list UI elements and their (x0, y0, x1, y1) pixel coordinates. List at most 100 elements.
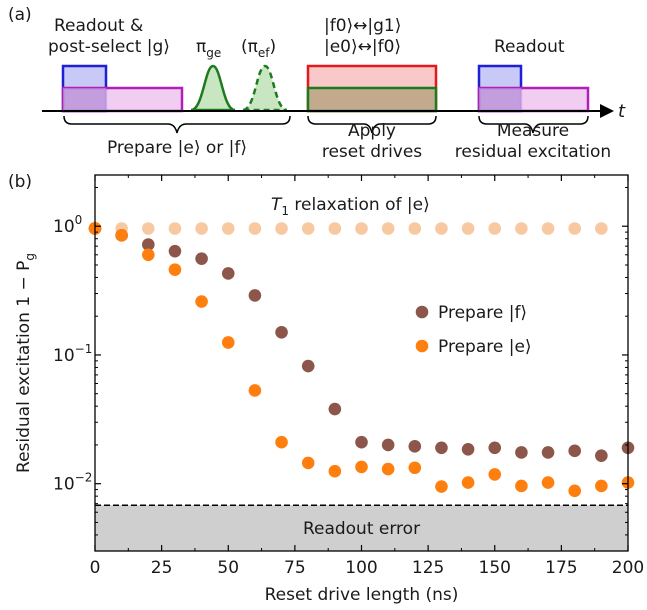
data-point (328, 402, 342, 416)
x-tick-label: 125 (412, 558, 444, 578)
t1-annotation: T1 relaxation of |e⟩ (271, 195, 430, 218)
data-point (541, 476, 555, 489)
data-point (595, 479, 608, 493)
data-point (115, 229, 128, 242)
x-tick-label: 0 (90, 558, 101, 578)
measure-label-2: residual excitation (455, 142, 611, 162)
data-point (595, 222, 608, 235)
reset-drive-ef (306, 86, 438, 113)
pi-ef-label: (πef) (241, 37, 276, 60)
data-point (301, 222, 315, 235)
overlap-region-2 (479, 88, 521, 111)
data-point (142, 238, 155, 251)
data-point (275, 325, 288, 339)
pi-ef-pulse (242, 64, 288, 112)
legend-marker (415, 305, 429, 319)
data-point (168, 222, 182, 235)
panel-a: (a) Readout & post-select |g⟩ πge (πef) … (8, 5, 626, 162)
measure-label-1: Measure (497, 121, 569, 141)
data-point (221, 336, 235, 349)
y-tick-label: 100 (53, 213, 82, 237)
pi-ge-label: πge (196, 37, 221, 60)
data-point (195, 295, 208, 308)
y-axis-label: Residual excitation 1 − Pg (14, 253, 37, 473)
drive-label-2: |e0⟩↔|f0⟩ (324, 37, 401, 57)
data-point (168, 244, 182, 258)
y-tick-label: 10−1 (53, 342, 92, 366)
prepare-label: Prepare |e⟩ or |f⟩ (107, 138, 247, 158)
data-point (195, 252, 208, 265)
x-tick-label: 100 (345, 558, 377, 578)
data-point (168, 263, 182, 276)
data-point (488, 468, 502, 481)
panel-b: (b) Readout error 0 25 50 75 100 125 150 175 200… (8, 172, 644, 605)
data-point (381, 462, 395, 476)
prepare-brace (63, 115, 291, 134)
data-point (142, 248, 155, 262)
data-point (408, 440, 422, 453)
data-point (248, 222, 262, 235)
x-tick-label: 200 (612, 558, 644, 578)
x-tick-label: 150 (479, 558, 511, 578)
data-point (381, 222, 395, 235)
data-point (488, 441, 502, 455)
time-axis-arrow (600, 104, 614, 118)
data-point (248, 384, 262, 397)
series-3 (88, 222, 635, 498)
apply-brace (307, 115, 437, 134)
pi-ge-pulse (190, 64, 236, 112)
data-point (221, 222, 235, 235)
data-point (568, 444, 581, 458)
time-axis-label: t (618, 101, 626, 122)
x-tick-label: 75 (284, 558, 306, 578)
data-point (461, 222, 475, 235)
data-point (355, 460, 368, 474)
data-point (328, 222, 342, 235)
legend: Prepare |f⟩ Prepare |e⟩ (415, 303, 532, 357)
data-point (248, 289, 262, 302)
data-point (408, 222, 422, 235)
data-point (515, 222, 528, 235)
panel-b-label: (b) (8, 172, 32, 192)
data-point (541, 446, 555, 459)
data-point (195, 222, 208, 235)
data-point (408, 461, 422, 475)
y-tick-label: 10−2 (53, 471, 92, 495)
x-axis-ticks: 0 25 50 75 100 125 150 175 200 (90, 175, 644, 578)
data-point (142, 222, 155, 235)
apply-label-1: Apply (348, 121, 396, 141)
readout-postselect-label-2: post-select |g⟩ (48, 37, 170, 57)
data-point (595, 449, 608, 462)
data-point (435, 441, 448, 455)
data-point (541, 222, 555, 235)
legend-marker (415, 339, 429, 353)
series-2 (88, 222, 635, 462)
y-axis-ticks: 100 10−1 10−2 (53, 186, 628, 536)
data-point (568, 222, 581, 235)
x-tick-label: 175 (545, 558, 577, 578)
data-point (328, 464, 342, 478)
data-point (515, 446, 528, 459)
data-point (568, 484, 581, 498)
panel-a-label: (a) (8, 5, 32, 25)
data-point (301, 359, 315, 373)
data-point (488, 222, 502, 235)
legend-label: Prepare |e⟩ (438, 337, 532, 357)
data-points (88, 221, 635, 498)
data-point (221, 267, 235, 280)
readout-error-region (95, 505, 628, 551)
data-point (461, 442, 475, 456)
data-point (301, 456, 315, 470)
apply-label-2: reset drives (322, 142, 422, 162)
data-point (381, 438, 395, 452)
readout-label-2: Readout (494, 37, 565, 57)
data-point (275, 435, 288, 449)
data-point (355, 222, 368, 235)
x-tick-label: 50 (217, 558, 239, 578)
data-point (515, 479, 528, 493)
data-point (355, 435, 368, 449)
x-axis-label: Reset drive length (ns) (265, 585, 459, 605)
overlap-region-1 (63, 88, 106, 111)
data-point (435, 480, 448, 493)
